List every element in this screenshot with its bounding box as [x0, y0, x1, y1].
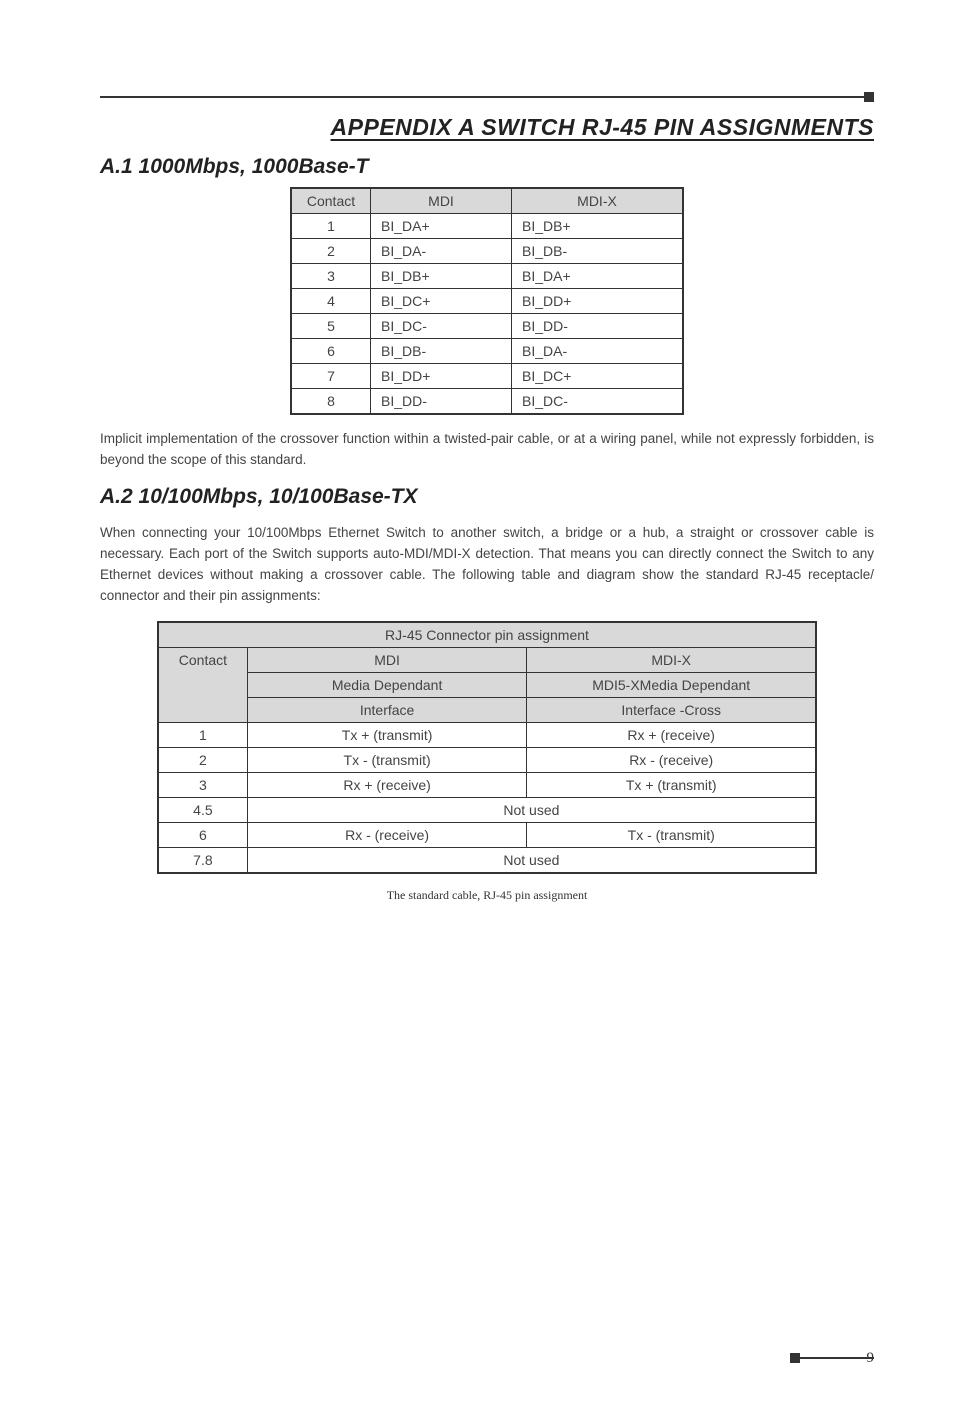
table-row: 3 BI_DB+ BI_DA+: [291, 264, 683, 289]
table-cell: 3: [158, 772, 247, 797]
table-cell: Rx - (receive): [247, 822, 527, 847]
table-cell: Not used: [247, 797, 816, 822]
table-row: 4 BI_DC+ BI_DD+: [291, 289, 683, 314]
table-row: 1 BI_DA+ BI_DB+: [291, 214, 683, 239]
table-cell: BI_DA+: [512, 264, 684, 289]
table-cell: Rx + (receive): [247, 772, 527, 797]
table-row: 7.8 Not used: [158, 847, 816, 873]
page-number: 9: [867, 1350, 875, 1367]
section-a2-heading: A.2 10/100Mbps, 10/100Base-TX: [100, 485, 874, 509]
table-cell: BI_DD-: [512, 314, 684, 339]
table-cell: Tx + (transmit): [247, 722, 527, 747]
table-header-row: Contact MDI MDI-X: [158, 647, 816, 672]
table-cell: BI_DD+: [512, 289, 684, 314]
table-cell: BI_DD+: [371, 364, 512, 389]
table-cell: BI_DA-: [512, 339, 684, 364]
table-row: 3 Rx + (receive) Tx + (transmit): [158, 772, 816, 797]
table-header-row: Interface Interface -Cross: [158, 697, 816, 722]
table-header-row: Media Dependant MDI5-XMedia Dependant: [158, 672, 816, 697]
table-row: 6 Rx - (receive) Tx - (transmit): [158, 822, 816, 847]
table-header-cell: Contact: [291, 188, 371, 214]
table-cell: 6: [158, 822, 247, 847]
appendix-title: APPENDIX A SWITCH RJ-45 PIN ASSIGNMENTS: [100, 114, 874, 141]
table-cell: 4: [291, 289, 371, 314]
table-a2: RJ-45 Connector pin assignment Contact M…: [157, 621, 817, 874]
table-header-cell: MDI-X: [512, 188, 684, 214]
table-cell: 4.5: [158, 797, 247, 822]
table-cell: BI_DB-: [512, 239, 684, 264]
table-row: 7 BI_DD+ BI_DC+: [291, 364, 683, 389]
table-cell: Tx - (transmit): [247, 747, 527, 772]
table-header-cell: Media Dependant: [247, 672, 527, 697]
table-cell: BI_DB-: [371, 339, 512, 364]
table-cell: BI_DB+: [371, 264, 512, 289]
table-cell: Tx - (transmit): [527, 822, 816, 847]
table-row: 6 BI_DB- BI_DA-: [291, 339, 683, 364]
table-header-cell: Interface -Cross: [527, 697, 816, 722]
table-header-row: Contact MDI MDI-X: [291, 188, 683, 214]
table-cell: 2: [158, 747, 247, 772]
table-cell: BI_DB+: [512, 214, 684, 239]
table-cell: 1: [158, 722, 247, 747]
table-cell: 7: [291, 364, 371, 389]
table-cell: BI_DA-: [371, 239, 512, 264]
footer-rule: [784, 1357, 874, 1359]
table-header-cell: Interface: [247, 697, 527, 722]
table-row: 2 BI_DA- BI_DB-: [291, 239, 683, 264]
table-header-cell: MDI-X: [527, 647, 816, 672]
table-cell: BI_DA+: [371, 214, 512, 239]
table-cell: 7.8: [158, 847, 247, 873]
table-title-row: RJ-45 Connector pin assignment: [158, 622, 816, 648]
table-cell: 1: [291, 214, 371, 239]
table-cell: 6: [291, 339, 371, 364]
table-cell: 2: [291, 239, 371, 264]
table-cell: 5: [291, 314, 371, 339]
table-caption: The standard cable, RJ-45 pin assignment: [100, 888, 874, 903]
table-title-cell: RJ-45 Connector pin assignment: [158, 622, 816, 648]
table-cell: 3: [291, 264, 371, 289]
header-rule: [100, 90, 874, 104]
table-cell: BI_DC-: [371, 314, 512, 339]
table-cell: Rx + (receive): [527, 722, 816, 747]
table-cell: Rx - (receive): [527, 747, 816, 772]
table-cell: BI_DC-: [512, 389, 684, 415]
table-row: 1 Tx + (transmit) Rx + (receive): [158, 722, 816, 747]
table-cell: Tx + (transmit): [527, 772, 816, 797]
document-page: APPENDIX A SWITCH RJ-45 PIN ASSIGNMENTS …: [0, 0, 954, 1412]
table-row: 8 BI_DD- BI_DC-: [291, 389, 683, 415]
table-row: 4.5 Not used: [158, 797, 816, 822]
section-a1-heading: A.1 1000Mbps, 1000Base-T: [100, 155, 874, 179]
table-cell: BI_DC+: [371, 289, 512, 314]
table-cell: BI_DC+: [512, 364, 684, 389]
table-header-cell: MDI: [247, 647, 527, 672]
table-header-cell: MDI5-XMedia Dependant: [527, 672, 816, 697]
table-row: 5 BI_DC- BI_DD-: [291, 314, 683, 339]
paragraph-a2: When connecting your 10/100Mbps Ethernet…: [100, 523, 874, 607]
table-row: 2 Tx - (transmit) Rx - (receive): [158, 747, 816, 772]
table-header-cell: MDI: [371, 188, 512, 214]
table-header-cell: Contact: [158, 647, 247, 722]
table-cell: 8: [291, 389, 371, 415]
table-a1: Contact MDI MDI-X 1 BI_DA+ BI_DB+ 2 BI_D…: [290, 187, 684, 415]
table-cell: BI_DD-: [371, 389, 512, 415]
table-cell: Not used: [247, 847, 816, 873]
paragraph-a1: Implicit implementation of the crossover…: [100, 429, 874, 471]
